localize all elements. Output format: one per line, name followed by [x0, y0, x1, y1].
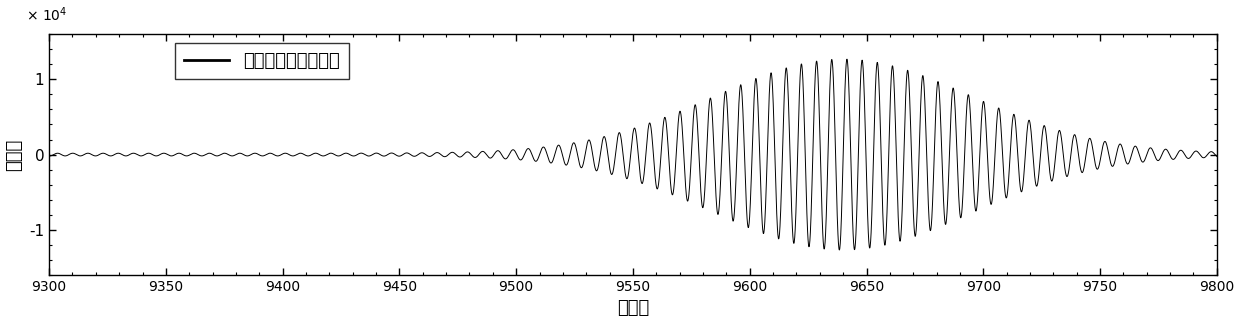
Y-axis label: 量化值: 量化值 — [5, 139, 24, 171]
X-axis label: 采样点: 采样点 — [616, 299, 649, 318]
Legend: 原始正向干涉图序列: 原始正向干涉图序列 — [175, 43, 350, 79]
Text: $\times\ 10^4$: $\times\ 10^4$ — [26, 6, 67, 25]
